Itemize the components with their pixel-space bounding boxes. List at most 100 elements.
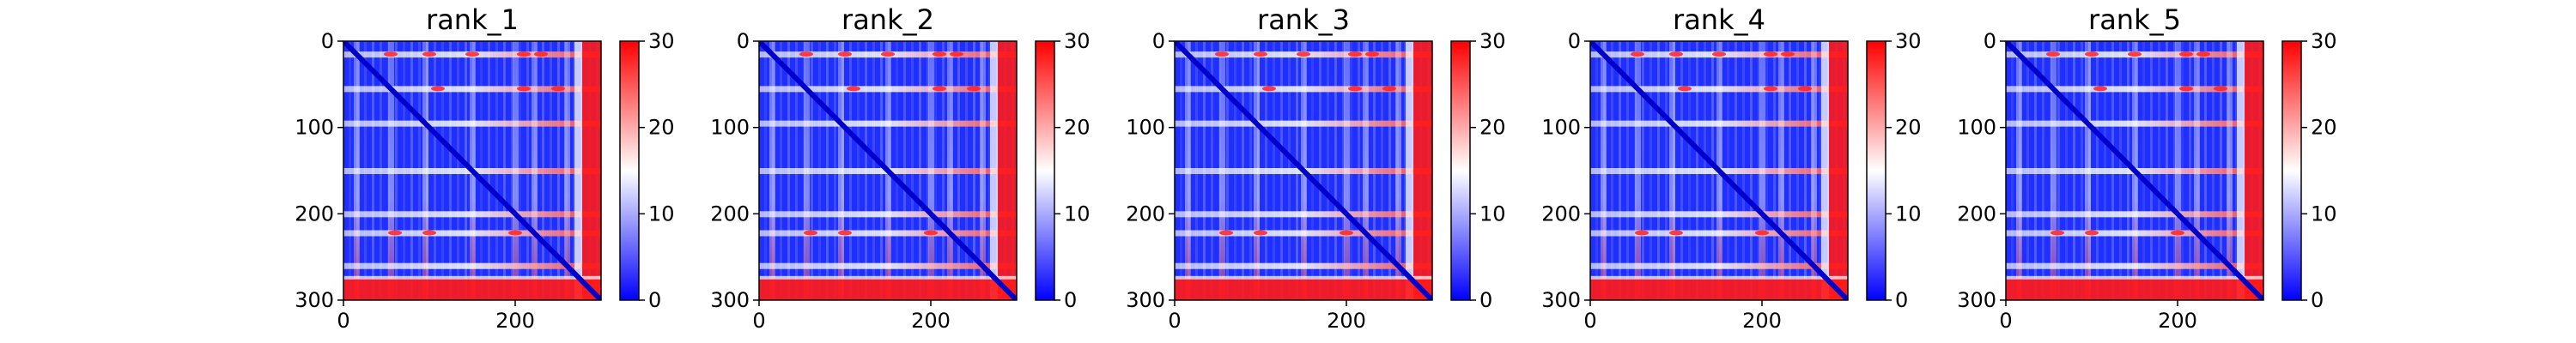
hotspot — [422, 51, 436, 57]
band-row — [1175, 230, 1432, 237]
hotspot — [1712, 51, 1726, 57]
colorbar-tick-label: 0 — [1895, 288, 1908, 312]
band-row — [2006, 230, 2263, 237]
hotspot — [838, 230, 852, 236]
terminal-column-edge — [574, 41, 582, 300]
hotspot — [388, 230, 402, 236]
hotspot — [508, 230, 522, 236]
band-column — [947, 41, 953, 300]
hotspot — [967, 86, 981, 92]
hotspot — [422, 230, 436, 236]
x-tick-label: 200 — [1742, 309, 1782, 333]
hotspot — [804, 230, 817, 236]
terminal-row-edge — [343, 275, 601, 280]
band-column — [513, 41, 519, 300]
band-column — [928, 41, 934, 300]
hotspot — [2179, 51, 2193, 57]
hotspot — [933, 51, 946, 57]
hotspot — [551, 86, 565, 92]
plot-frame — [1589, 40, 1849, 301]
hotspot — [2179, 86, 2193, 92]
hotspot — [2085, 230, 2099, 236]
panel-title: rank_2 — [841, 3, 934, 36]
band-row — [1175, 211, 1432, 218]
x-tick-label: 200 — [495, 309, 535, 333]
hotspot — [1262, 86, 1276, 92]
hotspot — [1781, 51, 1795, 57]
y-tick-label: 100 — [1541, 116, 1581, 140]
x-tick-label: 200 — [2158, 309, 2197, 333]
hotspot — [1215, 51, 1229, 57]
colorbar-tick-label: 20 — [1064, 116, 1091, 140]
band-row — [1590, 262, 1848, 269]
hotspot — [2046, 51, 2060, 57]
x-tick-label: 0 — [1168, 309, 1181, 333]
terminal-column-edge — [1821, 41, 1829, 300]
heatmap-cells — [1590, 41, 1848, 300]
heatmap-cells — [343, 41, 601, 300]
band-column — [1759, 41, 1765, 300]
plot-frame — [1174, 40, 1433, 301]
hotspot — [1669, 230, 1683, 236]
hotspot — [431, 86, 445, 92]
diagonal — [2006, 41, 2263, 300]
band-column — [1363, 41, 1369, 300]
colorbar-gradient — [1866, 40, 1886, 301]
hotspot — [1764, 51, 1777, 57]
band-column — [1344, 41, 1350, 300]
colorbar-gradient — [1035, 40, 1055, 301]
heatmap-cells — [2006, 41, 2263, 300]
hotspot — [517, 51, 531, 57]
hotspot — [517, 86, 531, 92]
hotspot — [1631, 51, 1644, 57]
hotspot — [1254, 51, 1267, 57]
colorbar-tick-label: 0 — [648, 288, 661, 312]
band-row — [343, 230, 601, 237]
x-tick-label: 200 — [1327, 309, 1366, 333]
colorbar-tick-label: 30 — [1895, 29, 1922, 53]
colorbar-gradient — [1450, 40, 1471, 301]
colorbar-tick-label: 30 — [1479, 29, 1506, 53]
band-column — [564, 41, 570, 300]
terminal-row-edge — [759, 275, 1017, 280]
hotspot — [384, 51, 398, 57]
hotspot — [1348, 86, 1362, 92]
y-tick-label: 100 — [1957, 116, 1996, 140]
hotspot — [465, 51, 479, 57]
heatmap-cells — [1175, 41, 1432, 300]
terminal-row-region — [759, 278, 1017, 300]
colorbar-gradient — [2281, 40, 2302, 301]
diagonal — [759, 41, 1017, 300]
colorbar: 0 10 20 30 — [1866, 29, 1922, 312]
hotspot — [2214, 86, 2227, 92]
y-tick-label: 200 — [295, 202, 334, 226]
y-tick-label: 200 — [1126, 202, 1165, 226]
y-tick-label: 0 — [1568, 29, 1581, 53]
band-row — [1590, 211, 1848, 218]
band-row — [759, 230, 1017, 237]
terminal-column-edge — [2237, 41, 2245, 300]
band-column — [2175, 41, 2181, 300]
terminal-row-region — [1590, 278, 1848, 300]
colorbar-tick-label: 10 — [2311, 202, 2337, 226]
colorbar-tick-label: 0 — [1479, 288, 1492, 312]
panel-title: rank_5 — [2088, 3, 2181, 36]
colorbar: 0 10 20 30 — [1035, 29, 1091, 312]
terminal-row-region — [2006, 278, 2263, 300]
y-tick-label: 0 — [1152, 29, 1165, 53]
terminal-column-region — [1413, 41, 1432, 300]
diagonal — [1590, 41, 1848, 300]
band-row — [343, 262, 601, 269]
colorbar-tick-label: 30 — [1064, 29, 1091, 53]
band-column — [532, 41, 538, 300]
hotspot — [1798, 86, 1812, 92]
diagonal — [1175, 41, 1432, 300]
hotspot — [1340, 230, 1353, 236]
hotspot — [1297, 51, 1310, 57]
colorbar-tick-label: 10 — [1064, 202, 1091, 226]
terminal-row-region — [343, 278, 601, 300]
